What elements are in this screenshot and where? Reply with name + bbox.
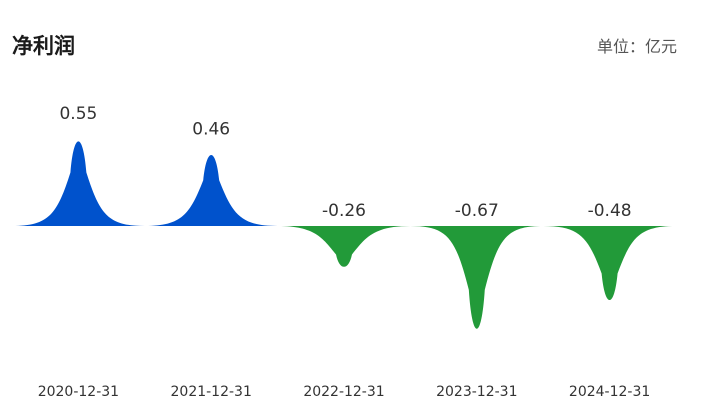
bar-positive[interactable] — [144, 154, 278, 226]
chart-title: 净利润 — [12, 34, 75, 58]
bar-negative[interactable] — [410, 226, 544, 329]
x-tick-label: 2020-12-31 — [38, 384, 119, 400]
bar-negative[interactable] — [543, 226, 676, 301]
data-label: -0.67 — [455, 201, 499, 221]
data-label: -0.48 — [588, 201, 632, 221]
data-label: 0.46 — [192, 120, 230, 140]
bar-positive[interactable] — [12, 141, 145, 226]
x-tick-label: 2024-12-31 — [569, 384, 650, 400]
data-label: -0.26 — [322, 201, 366, 221]
data-label: 0.55 — [59, 104, 97, 124]
x-tick-label: 2022-12-31 — [303, 384, 384, 400]
bar-negative[interactable] — [277, 226, 411, 267]
x-tick-label: 2021-12-31 — [171, 384, 252, 400]
unit-label: 单位：亿元 — [596, 37, 677, 56]
x-tick-label: 2023-12-31 — [436, 384, 517, 400]
